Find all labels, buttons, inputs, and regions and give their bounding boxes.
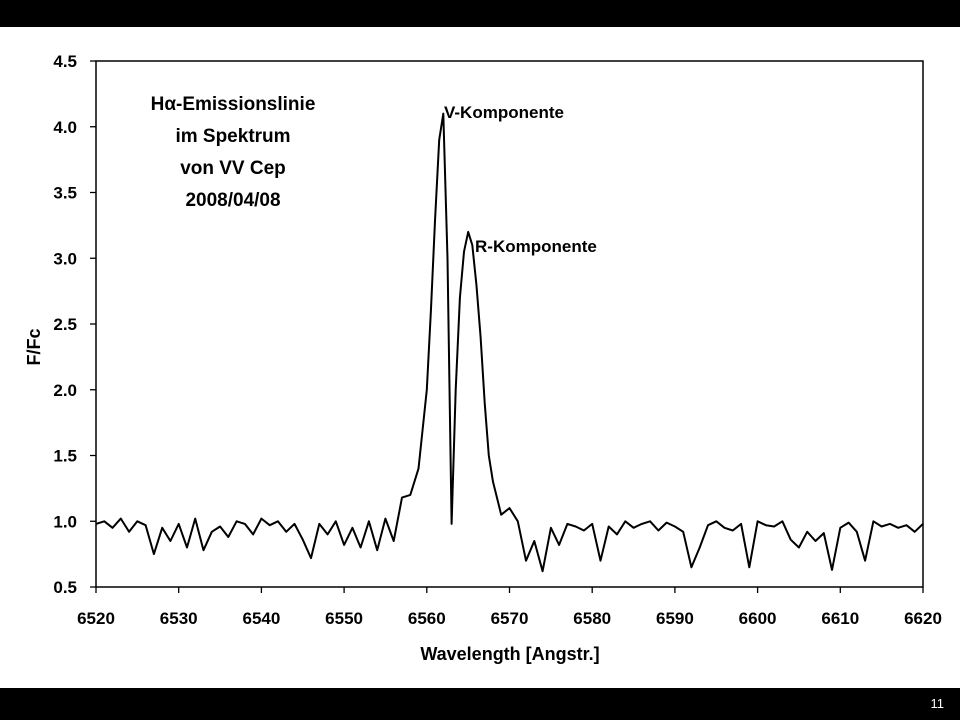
y-axis-label: F/Fc bbox=[24, 328, 44, 365]
chart-title-line-2: im Spektrum bbox=[175, 126, 290, 147]
x-tick-label: 6540 bbox=[242, 609, 280, 628]
y-tick-label: 4.0 bbox=[53, 118, 77, 137]
spectrum-line bbox=[95, 112, 924, 573]
chart-title-line-4: 2008/04/08 bbox=[185, 190, 280, 211]
annotation-r-component: R-Komponente bbox=[475, 237, 597, 256]
chart-title-line-1: Hα-Emissionslinie bbox=[151, 94, 316, 115]
x-tick-label: 6530 bbox=[160, 609, 198, 628]
annotation-v-component: V-Komponente bbox=[444, 103, 564, 122]
slide-area: 6520 6530 6540 6550 6560 6570 6580 6590 6600 6610… bbox=[0, 27, 960, 688]
page-number: 11 bbox=[930, 696, 945, 711]
y-tick-label: 0.5 bbox=[53, 578, 77, 597]
x-tick-label: 6620 bbox=[904, 609, 942, 628]
y-tick-label: 2.5 bbox=[53, 315, 77, 334]
spectrum-chart: 6520 6530 6540 6550 6560 6570 6580 6590 6600 6610… bbox=[24, 52, 942, 664]
x-axis-label: Wavelength [Angstr.] bbox=[420, 644, 599, 664]
x-tick-label: 6590 bbox=[656, 609, 694, 628]
y-tick-label: 1.5 bbox=[53, 447, 77, 466]
y-tick-label: 4.5 bbox=[53, 52, 77, 71]
x-tick-label: 6520 bbox=[77, 609, 115, 628]
y-tick-label: 2.0 bbox=[53, 381, 77, 400]
y-tick-label: 1.0 bbox=[53, 512, 77, 531]
x-tick-label: 6560 bbox=[408, 609, 446, 628]
x-tick-label: 6580 bbox=[573, 609, 611, 628]
x-tick-label: 6610 bbox=[821, 609, 859, 628]
x-tick-label: 6550 bbox=[325, 609, 363, 628]
chart-title-line-3: von VV Cep bbox=[180, 158, 286, 179]
x-tick-label: 6570 bbox=[491, 609, 529, 628]
y-tick-label: 3.5 bbox=[53, 184, 77, 203]
y-tick-label: 3.0 bbox=[53, 249, 77, 268]
x-tick-label: 6600 bbox=[739, 609, 777, 628]
